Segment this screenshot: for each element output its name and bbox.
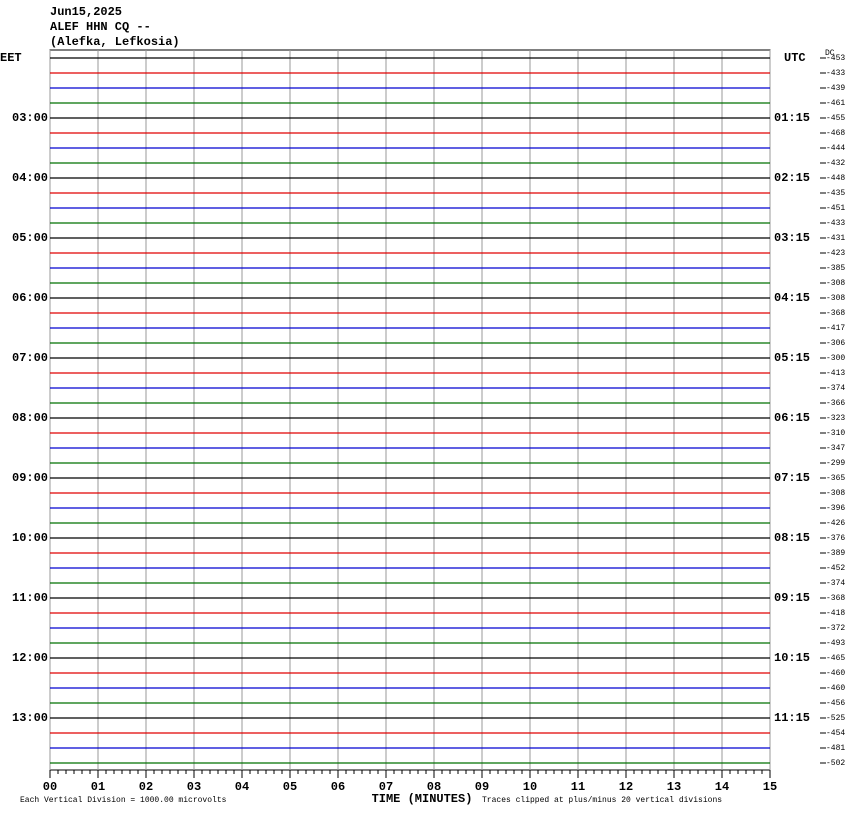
dc-value: -308 — [826, 279, 845, 288]
dc-value: -468 — [826, 129, 845, 138]
left-zone: EET — [0, 51, 22, 65]
dc-value: -423 — [826, 249, 845, 258]
dc-value: -389 — [826, 549, 845, 558]
right-time-label: 09:15 — [774, 591, 810, 605]
note-right: Traces clipped at plus/minus 20 vertical… — [482, 796, 722, 805]
right-time-label: 07:15 — [774, 471, 810, 485]
dc-value: -433 — [826, 219, 845, 228]
dc-value: -525 — [826, 714, 845, 723]
dc-value: -453 — [826, 54, 845, 63]
note-left: Each Vertical Division = 1000.00 microvo… — [20, 796, 227, 805]
x-tick-label: 05 — [283, 780, 297, 794]
dc-value: -456 — [826, 699, 845, 708]
dc-value: -308 — [826, 294, 845, 303]
right-time-label: 02:15 — [774, 171, 810, 185]
dc-value: -368 — [826, 594, 845, 603]
right-time-label: 01:15 — [774, 111, 810, 125]
dc-value: -306 — [826, 339, 845, 348]
dc-value: -502 — [826, 759, 845, 768]
dc-value: -452 — [826, 564, 845, 573]
dc-value: -308 — [826, 489, 845, 498]
x-tick-label: 10 — [523, 780, 537, 794]
dc-value: -418 — [826, 609, 845, 618]
dc-value: -493 — [826, 639, 845, 648]
dc-value: -374 — [826, 384, 845, 393]
dc-value: -465 — [826, 654, 845, 663]
dc-value: -368 — [826, 309, 845, 318]
dc-value: -444 — [826, 144, 845, 153]
x-tick-label: 12 — [619, 780, 633, 794]
dc-value: -417 — [826, 324, 845, 333]
dc-value: -432 — [826, 159, 845, 168]
x-tick-label: 01 — [91, 780, 105, 794]
dc-value: -323 — [826, 414, 845, 423]
x-tick-label: 03 — [187, 780, 201, 794]
right-time-label: 06:15 — [774, 411, 810, 425]
dc-value: -396 — [826, 504, 845, 513]
x-tick-label: 06 — [331, 780, 345, 794]
dc-value: -372 — [826, 624, 845, 633]
plot-frame — [49, 49, 771, 771]
dc-value: -435 — [826, 189, 845, 198]
dc-value: -460 — [826, 684, 845, 693]
dc-value: -461 — [826, 99, 845, 108]
x-tick-label: 11 — [571, 780, 585, 794]
left-time-label: 10:00 — [12, 531, 48, 545]
x-tick-label: 00 — [43, 780, 57, 794]
left-time-label: 13:00 — [12, 711, 48, 725]
dc-value: -347 — [826, 444, 845, 453]
dc-value: -460 — [826, 669, 845, 678]
left-time-label: 09:00 — [12, 471, 48, 485]
x-tick-label: 14 — [715, 780, 729, 794]
dc-value: -426 — [826, 519, 845, 528]
left-time-label: 08:00 — [12, 411, 48, 425]
dc-value: -310 — [826, 429, 845, 438]
left-time-label: 07:00 — [12, 351, 48, 365]
dc-value: -454 — [826, 729, 845, 738]
left-time-label: 12:00 — [12, 651, 48, 665]
x-tick-label: 04 — [235, 780, 249, 794]
dc-value: -439 — [826, 84, 845, 93]
left-time-label: 03:00 — [12, 111, 48, 125]
dc-value: -481 — [826, 744, 845, 753]
dc-value: -431 — [826, 234, 845, 243]
dc-value: -413 — [826, 369, 845, 378]
title-line: ALEF HHN CQ -- — [50, 20, 151, 34]
dc-value: -451 — [826, 204, 845, 213]
dc-value: -366 — [826, 399, 845, 408]
left-time-label: 11:00 — [12, 591, 48, 605]
dc-value: -374 — [826, 579, 845, 588]
title-line: Jun15,2025 — [50, 5, 122, 19]
dc-value: -365 — [826, 474, 845, 483]
dc-value: -448 — [826, 174, 845, 183]
right-time-label: 10:15 — [774, 651, 810, 665]
x-axis-label: TIME (MINUTES) — [372, 792, 473, 806]
dc-value: -385 — [826, 264, 845, 273]
x-tick-label: 07 — [379, 780, 393, 794]
right-time-label: 03:15 — [774, 231, 810, 245]
x-tick-label: 13 — [667, 780, 681, 794]
right-zone: UTC — [784, 51, 806, 65]
left-time-label: 06:00 — [12, 291, 48, 305]
left-time-label: 04:00 — [12, 171, 48, 185]
dc-value: -299 — [826, 459, 845, 468]
right-time-label: 08:15 — [774, 531, 810, 545]
right-time-label: 04:15 — [774, 291, 810, 305]
dc-value: -376 — [826, 534, 845, 543]
x-tick-label: 09 — [475, 780, 489, 794]
x-tick-label: 02 — [139, 780, 153, 794]
title-line: (Alefka, Lefkosia) — [50, 35, 180, 49]
dc-value: -455 — [826, 114, 845, 123]
dc-header: DC — [825, 49, 835, 58]
right-time-label: 05:15 — [774, 351, 810, 365]
x-tick-label: 08 — [427, 780, 441, 794]
right-time-label: 11:15 — [774, 711, 810, 725]
x-tick-label: 15 — [763, 780, 777, 794]
dc-value: -433 — [826, 69, 845, 78]
left-time-label: 05:00 — [12, 231, 48, 245]
dc-value: -300 — [826, 354, 845, 363]
